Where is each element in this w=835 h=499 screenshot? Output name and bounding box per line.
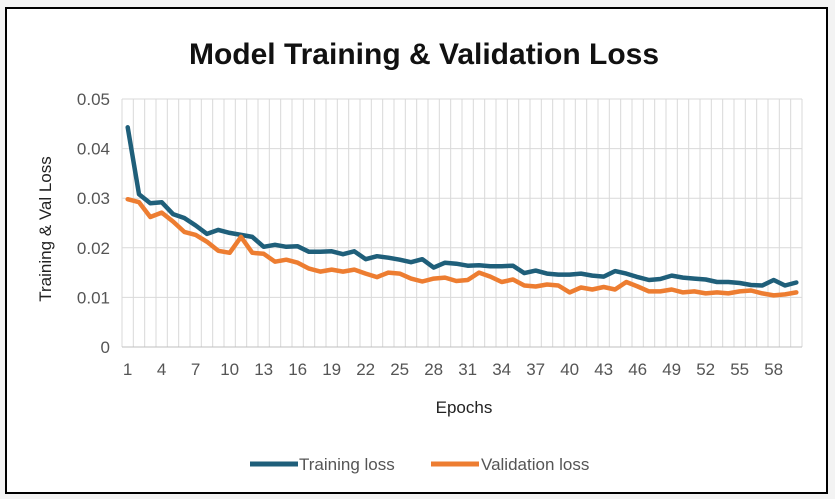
x-tick-label: 28: [424, 360, 443, 379]
x-tick-label: 13: [254, 360, 273, 379]
y-axis-title: Training & Val Loss: [36, 156, 55, 302]
x-tick-label: 58: [764, 360, 783, 379]
x-tick-label: 46: [628, 360, 647, 379]
x-tick-label: 55: [730, 360, 749, 379]
x-tick-label: 7: [191, 360, 200, 379]
x-tick-label: 43: [594, 360, 613, 379]
series-line-validation-loss: [125, 196, 799, 298]
chart-title: Model Training & Validation Loss: [189, 38, 659, 71]
y-tick-label: 0.03: [77, 189, 110, 208]
y-tick-label: 0: [101, 338, 110, 357]
y-tick-label: 0.02: [77, 239, 110, 258]
legend-label-training: Training loss: [299, 455, 395, 474]
y-tick-label: 0.01: [77, 288, 110, 307]
series-line-training-loss: [125, 125, 799, 288]
x-tick-label: 40: [560, 360, 579, 379]
x-tick-label: 4: [157, 360, 166, 379]
line-chart: 0 0.01 0.02 0.03 0.04 0.05 1 4 7 10 13 16 19 22 25 28 31…: [36, 38, 803, 474]
x-tick-label: 10: [220, 360, 239, 379]
x-tick-label: 34: [492, 360, 511, 379]
axes: 0 0.01 0.02 0.03 0.04 0.05 1 4 7 10 13 16 19 22 25 28 31…: [77, 90, 783, 379]
series: [125, 125, 799, 298]
x-tick-label: 25: [390, 360, 409, 379]
x-tick-label: 31: [458, 360, 477, 379]
legend-label-validation: Validation loss: [481, 455, 589, 474]
legend: Training loss Validation loss: [250, 455, 589, 474]
x-tick-label: 16: [288, 360, 307, 379]
x-tick-label: 22: [356, 360, 375, 379]
x-tick-label: 37: [526, 360, 545, 379]
y-tick-label: 0.04: [77, 140, 110, 159]
x-tick-label: 49: [662, 360, 681, 379]
x-axis-title: Epochs: [436, 398, 493, 417]
y-tick-label: 0.05: [77, 90, 110, 109]
x-tick-label: 52: [696, 360, 715, 379]
grid: [121, 98, 803, 348]
chart-frame: 0 0.01 0.02 0.03 0.04 0.05 1 4 7 10 13 16 19 22 25 28 31…: [5, 7, 828, 494]
x-tick-label: 19: [322, 360, 341, 379]
x-tick-label: 1: [123, 360, 132, 379]
